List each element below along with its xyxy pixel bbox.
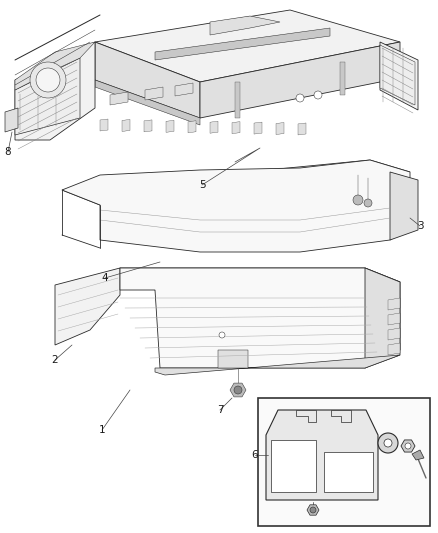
Polygon shape [5, 108, 18, 132]
Polygon shape [210, 121, 218, 133]
Polygon shape [100, 119, 108, 131]
Polygon shape [120, 268, 400, 290]
Polygon shape [401, 440, 415, 452]
Circle shape [364, 199, 372, 207]
Polygon shape [62, 160, 410, 205]
Polygon shape [230, 383, 246, 397]
Polygon shape [95, 80, 200, 125]
Polygon shape [388, 313, 400, 325]
Text: 1: 1 [99, 425, 105, 435]
Polygon shape [331, 410, 351, 422]
Polygon shape [145, 87, 163, 100]
Polygon shape [110, 92, 128, 105]
Polygon shape [298, 123, 306, 135]
Polygon shape [155, 355, 400, 375]
Polygon shape [175, 83, 193, 96]
Polygon shape [380, 45, 415, 105]
Polygon shape [232, 122, 240, 134]
Polygon shape [388, 343, 400, 355]
Polygon shape [144, 120, 152, 132]
Polygon shape [120, 268, 400, 368]
Circle shape [36, 68, 60, 92]
Polygon shape [55, 268, 120, 345]
Text: 5: 5 [199, 180, 205, 190]
Polygon shape [365, 268, 400, 368]
Polygon shape [380, 42, 418, 110]
Circle shape [219, 332, 225, 338]
Polygon shape [412, 450, 424, 460]
Polygon shape [95, 10, 400, 82]
Polygon shape [266, 410, 378, 500]
Text: 8: 8 [5, 147, 11, 157]
Bar [258, 398, 430, 526]
Polygon shape [188, 121, 196, 133]
Polygon shape [254, 122, 262, 134]
Polygon shape [166, 120, 174, 132]
Polygon shape [15, 58, 80, 135]
Polygon shape [388, 328, 400, 340]
Circle shape [405, 443, 411, 449]
Circle shape [378, 433, 398, 453]
Polygon shape [235, 82, 240, 118]
Polygon shape [15, 42, 95, 90]
Polygon shape [218, 350, 248, 368]
Text: 6: 6 [252, 450, 258, 460]
Circle shape [384, 439, 392, 447]
Circle shape [314, 91, 322, 99]
Polygon shape [388, 298, 400, 310]
Text: 2: 2 [52, 355, 58, 365]
Polygon shape [276, 123, 284, 134]
Polygon shape [324, 452, 373, 492]
Polygon shape [95, 42, 200, 118]
Polygon shape [200, 42, 400, 118]
Polygon shape [340, 62, 345, 95]
Polygon shape [122, 119, 130, 132]
Polygon shape [15, 42, 95, 140]
Text: 7: 7 [217, 405, 223, 415]
Polygon shape [296, 410, 316, 422]
Polygon shape [155, 28, 330, 60]
Polygon shape [210, 16, 280, 35]
Text: 4: 4 [102, 273, 108, 283]
Circle shape [353, 195, 363, 205]
Polygon shape [271, 440, 316, 492]
Polygon shape [62, 160, 410, 252]
Circle shape [30, 62, 66, 98]
Circle shape [234, 386, 242, 394]
Text: 3: 3 [417, 221, 423, 231]
Polygon shape [307, 505, 319, 515]
Circle shape [296, 94, 304, 102]
Circle shape [310, 507, 316, 513]
Polygon shape [390, 172, 418, 240]
